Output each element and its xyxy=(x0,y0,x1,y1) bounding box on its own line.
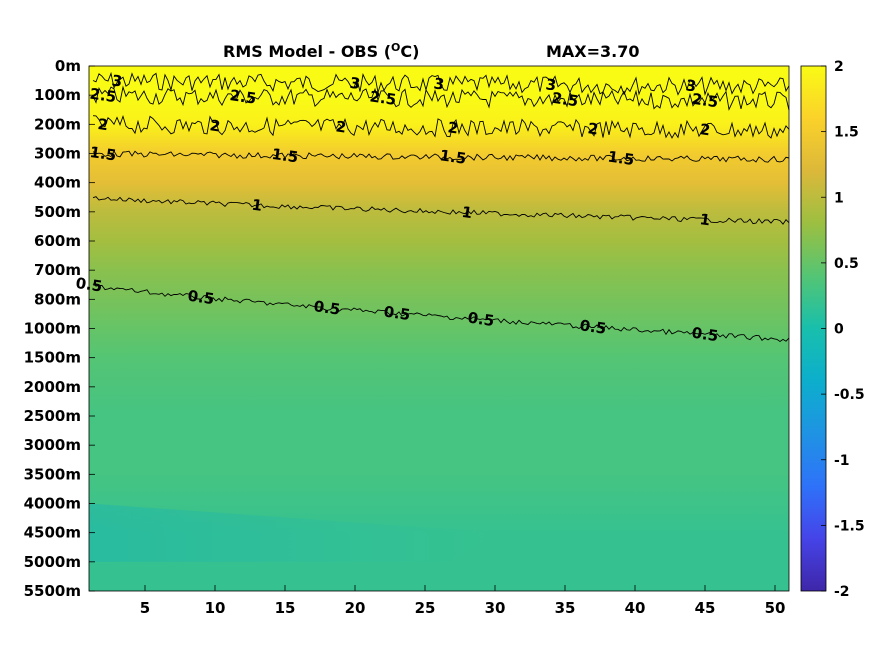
y-tick-label: 2500m xyxy=(24,407,81,425)
contour-label: 0.5 xyxy=(691,324,720,346)
colorbar-tick-label: -0.5 xyxy=(834,387,865,403)
x-tick-label: 30 xyxy=(485,599,506,617)
contour-label: 2.5 xyxy=(229,86,258,108)
x-tick-label: 15 xyxy=(275,599,296,617)
y-tick-label: 400m xyxy=(34,174,81,192)
x-axis: 5 10 15 20 25 30 35 40 45 50 xyxy=(140,585,786,617)
contour-label: 0.5 xyxy=(579,316,608,338)
x-tick-label: 45 xyxy=(695,599,716,617)
y-tick-label: 5500m xyxy=(24,582,81,600)
x-tick-label: 5 xyxy=(140,599,150,617)
chart-title-main: RMS Model - OBS ( xyxy=(223,42,391,61)
x-tick-label: 20 xyxy=(345,599,366,617)
colorbar-tick-label: -1 xyxy=(834,453,850,469)
contour-label: 2.5 xyxy=(369,87,398,109)
contour-label: 3 xyxy=(685,76,698,95)
y-tick-label: 1500m xyxy=(24,349,81,367)
contour-label: 2 xyxy=(335,117,348,136)
y-tick-label: 3000m xyxy=(24,436,81,454)
contour-label: 2 xyxy=(97,115,110,134)
colorbar-tick-label: 2 xyxy=(834,59,844,75)
contour-label: 3 xyxy=(349,74,362,93)
chart-title-degree: O xyxy=(391,41,400,54)
chart-title: RMS Model - OBS (OC) xyxy=(223,41,419,61)
contour-label: 1 xyxy=(251,196,264,215)
y-tick-label: 1000m xyxy=(24,320,81,338)
contour-lines xyxy=(92,71,790,343)
colorbar-tick-label: 0 xyxy=(834,322,844,338)
colorbar: 2 1.5 1 0.5 0 -0.5 -1 -1.5 -2 xyxy=(800,59,865,600)
colorbar-tick-label: 1.5 xyxy=(834,125,859,141)
y-tick-label: 5000m xyxy=(24,553,81,571)
contour-label: 1.5 xyxy=(607,148,636,170)
x-tick-label: 25 xyxy=(415,599,436,617)
y-tick-label: 700m xyxy=(34,261,81,279)
y-tick-label: 4000m xyxy=(24,495,81,513)
y-tick-label: 800m xyxy=(34,290,81,308)
y-tick-label: 0m xyxy=(55,57,81,75)
contour-label: 2.5 xyxy=(551,89,580,111)
y-tick-label: 300m xyxy=(34,145,81,163)
heatmap-details xyxy=(89,503,500,562)
x-tick-label: 50 xyxy=(765,599,786,617)
contour-line-0.5 xyxy=(92,283,790,343)
contour-label: 2.5 xyxy=(691,90,720,112)
contour-label: 2 xyxy=(209,116,222,135)
colorbar-tick-label: 0.5 xyxy=(834,256,859,272)
contour-label: 0.5 xyxy=(187,287,216,309)
contour-line-1.5 xyxy=(92,150,790,163)
contour-label: 2.5 xyxy=(89,85,118,107)
max-label: MAX=3.70 xyxy=(546,42,640,61)
colorbar-tick-label: -1.5 xyxy=(834,518,865,534)
contour-line-2.5 xyxy=(92,85,790,111)
colorbar-tick-label: 1 xyxy=(834,190,844,206)
y-tick-label: 200m xyxy=(34,115,81,133)
contour-line-2 xyxy=(92,114,790,139)
x-tick-label: 10 xyxy=(205,599,226,617)
contour-label: 1 xyxy=(461,203,474,222)
colorbar-tick-label: -2 xyxy=(834,584,850,600)
contour-label: 1.5 xyxy=(439,146,468,168)
chart-title-unit: C) xyxy=(400,42,419,61)
y-tick-label: 2000m xyxy=(24,378,81,396)
contour-label: 2 xyxy=(699,120,712,139)
contour-label: 2 xyxy=(447,118,460,137)
contour-label: 1.5 xyxy=(271,145,300,167)
contour-label: 0.5 xyxy=(383,303,412,325)
contour-line-1 xyxy=(92,196,790,225)
contour-label: 0.5 xyxy=(313,297,342,319)
x-tick-label: 40 xyxy=(625,599,646,617)
contour-label: 3 xyxy=(111,71,124,90)
y-axis: 0m 100m 200m 300m 400m 500m 600m 700m 800m 1000m 1… xyxy=(24,57,95,600)
contour-label: 0.5 xyxy=(467,309,496,331)
y-tick-label: 500m xyxy=(34,203,81,221)
y-tick-label: 100m xyxy=(34,86,81,104)
colorbar-ticks: 2 1.5 1 0.5 0 -0.5 -1 -1.5 -2 xyxy=(821,59,865,600)
y-tick-label: 600m xyxy=(34,232,81,250)
contour-line-3 xyxy=(92,71,790,96)
plot-area: 3 3 3 3 32.5 2.5 2.5 2.5 2.52 2 2 2 2 21.5 1.5 1.5 1.51 1… xyxy=(75,65,790,592)
y-tick-label: 3500m xyxy=(24,465,81,483)
contour-labels: 3 3 3 3 32.5 2.5 2.5 2.5 2.52 2 2 2 2 21.5 1.5 1.5 1.51 1… xyxy=(75,71,720,345)
contour-label: 2 xyxy=(587,119,600,138)
contour-label: 3 xyxy=(433,74,446,93)
contour-label: 1 xyxy=(699,210,712,229)
contour-label: 1.5 xyxy=(89,143,118,165)
contour-label: 3 xyxy=(545,75,558,94)
x-tick-label: 35 xyxy=(555,599,576,617)
y-tick-label: 4500m xyxy=(24,524,81,542)
deep-water-band xyxy=(89,503,500,562)
